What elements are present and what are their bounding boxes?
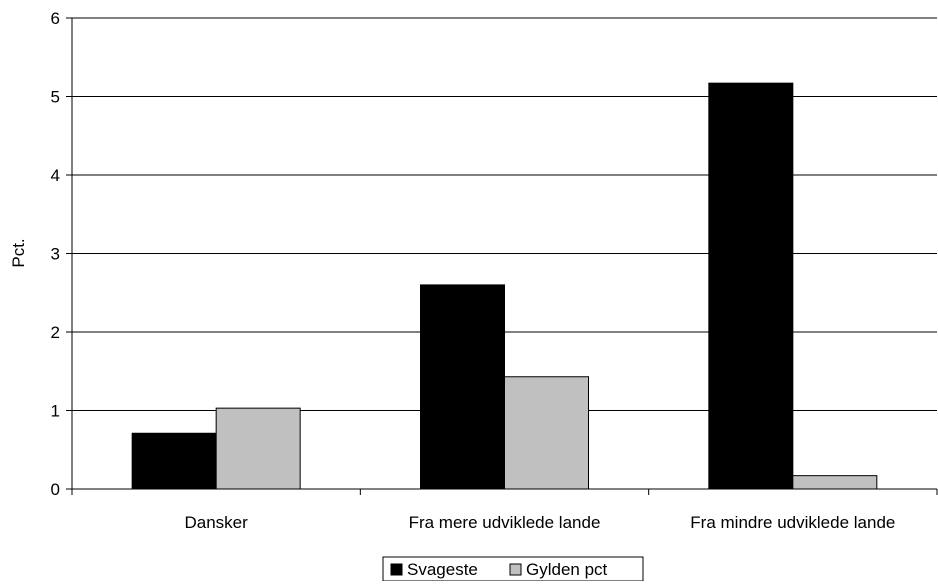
- y-tick-labels: 0 1 2 3 4 5 6: [51, 9, 60, 499]
- x-category-label: Fra mere udviklede lande: [409, 513, 601, 532]
- y-tick-label: 2: [51, 323, 60, 342]
- bars: [131, 82, 878, 490]
- y-tick-label: 4: [51, 166, 60, 185]
- x-category-label: Dansker: [185, 513, 249, 532]
- y-tick-label: 5: [51, 88, 60, 107]
- bar-svageste: [708, 82, 794, 490]
- bar-svageste: [420, 284, 505, 490]
- x-category-label: Fra mindre udviklede lande: [690, 513, 895, 532]
- axes: [66, 17, 938, 495]
- legend-swatch: [390, 563, 403, 576]
- y-tick-label: 6: [51, 9, 60, 28]
- legend-label: Gylden pct: [526, 560, 608, 579]
- legend: Svageste Gylden pct: [382, 556, 644, 582]
- bar-gylden-pct: [215, 407, 301, 490]
- bar-svageste: [131, 432, 217, 490]
- legend-swatch: [509, 563, 522, 576]
- x-category-labels: Dansker Fra mere udviklede lande Fra mindr…: [185, 513, 896, 532]
- y-tick-label: 0: [51, 480, 60, 499]
- y-axis-title: Pct.: [9, 238, 28, 267]
- bar-gylden-pct: [504, 376, 589, 490]
- y-tick-label: 1: [51, 402, 60, 421]
- bar-gylden-pct: [792, 475, 878, 490]
- y-tick-label: 3: [51, 245, 60, 264]
- legend-label: Svageste: [407, 560, 478, 579]
